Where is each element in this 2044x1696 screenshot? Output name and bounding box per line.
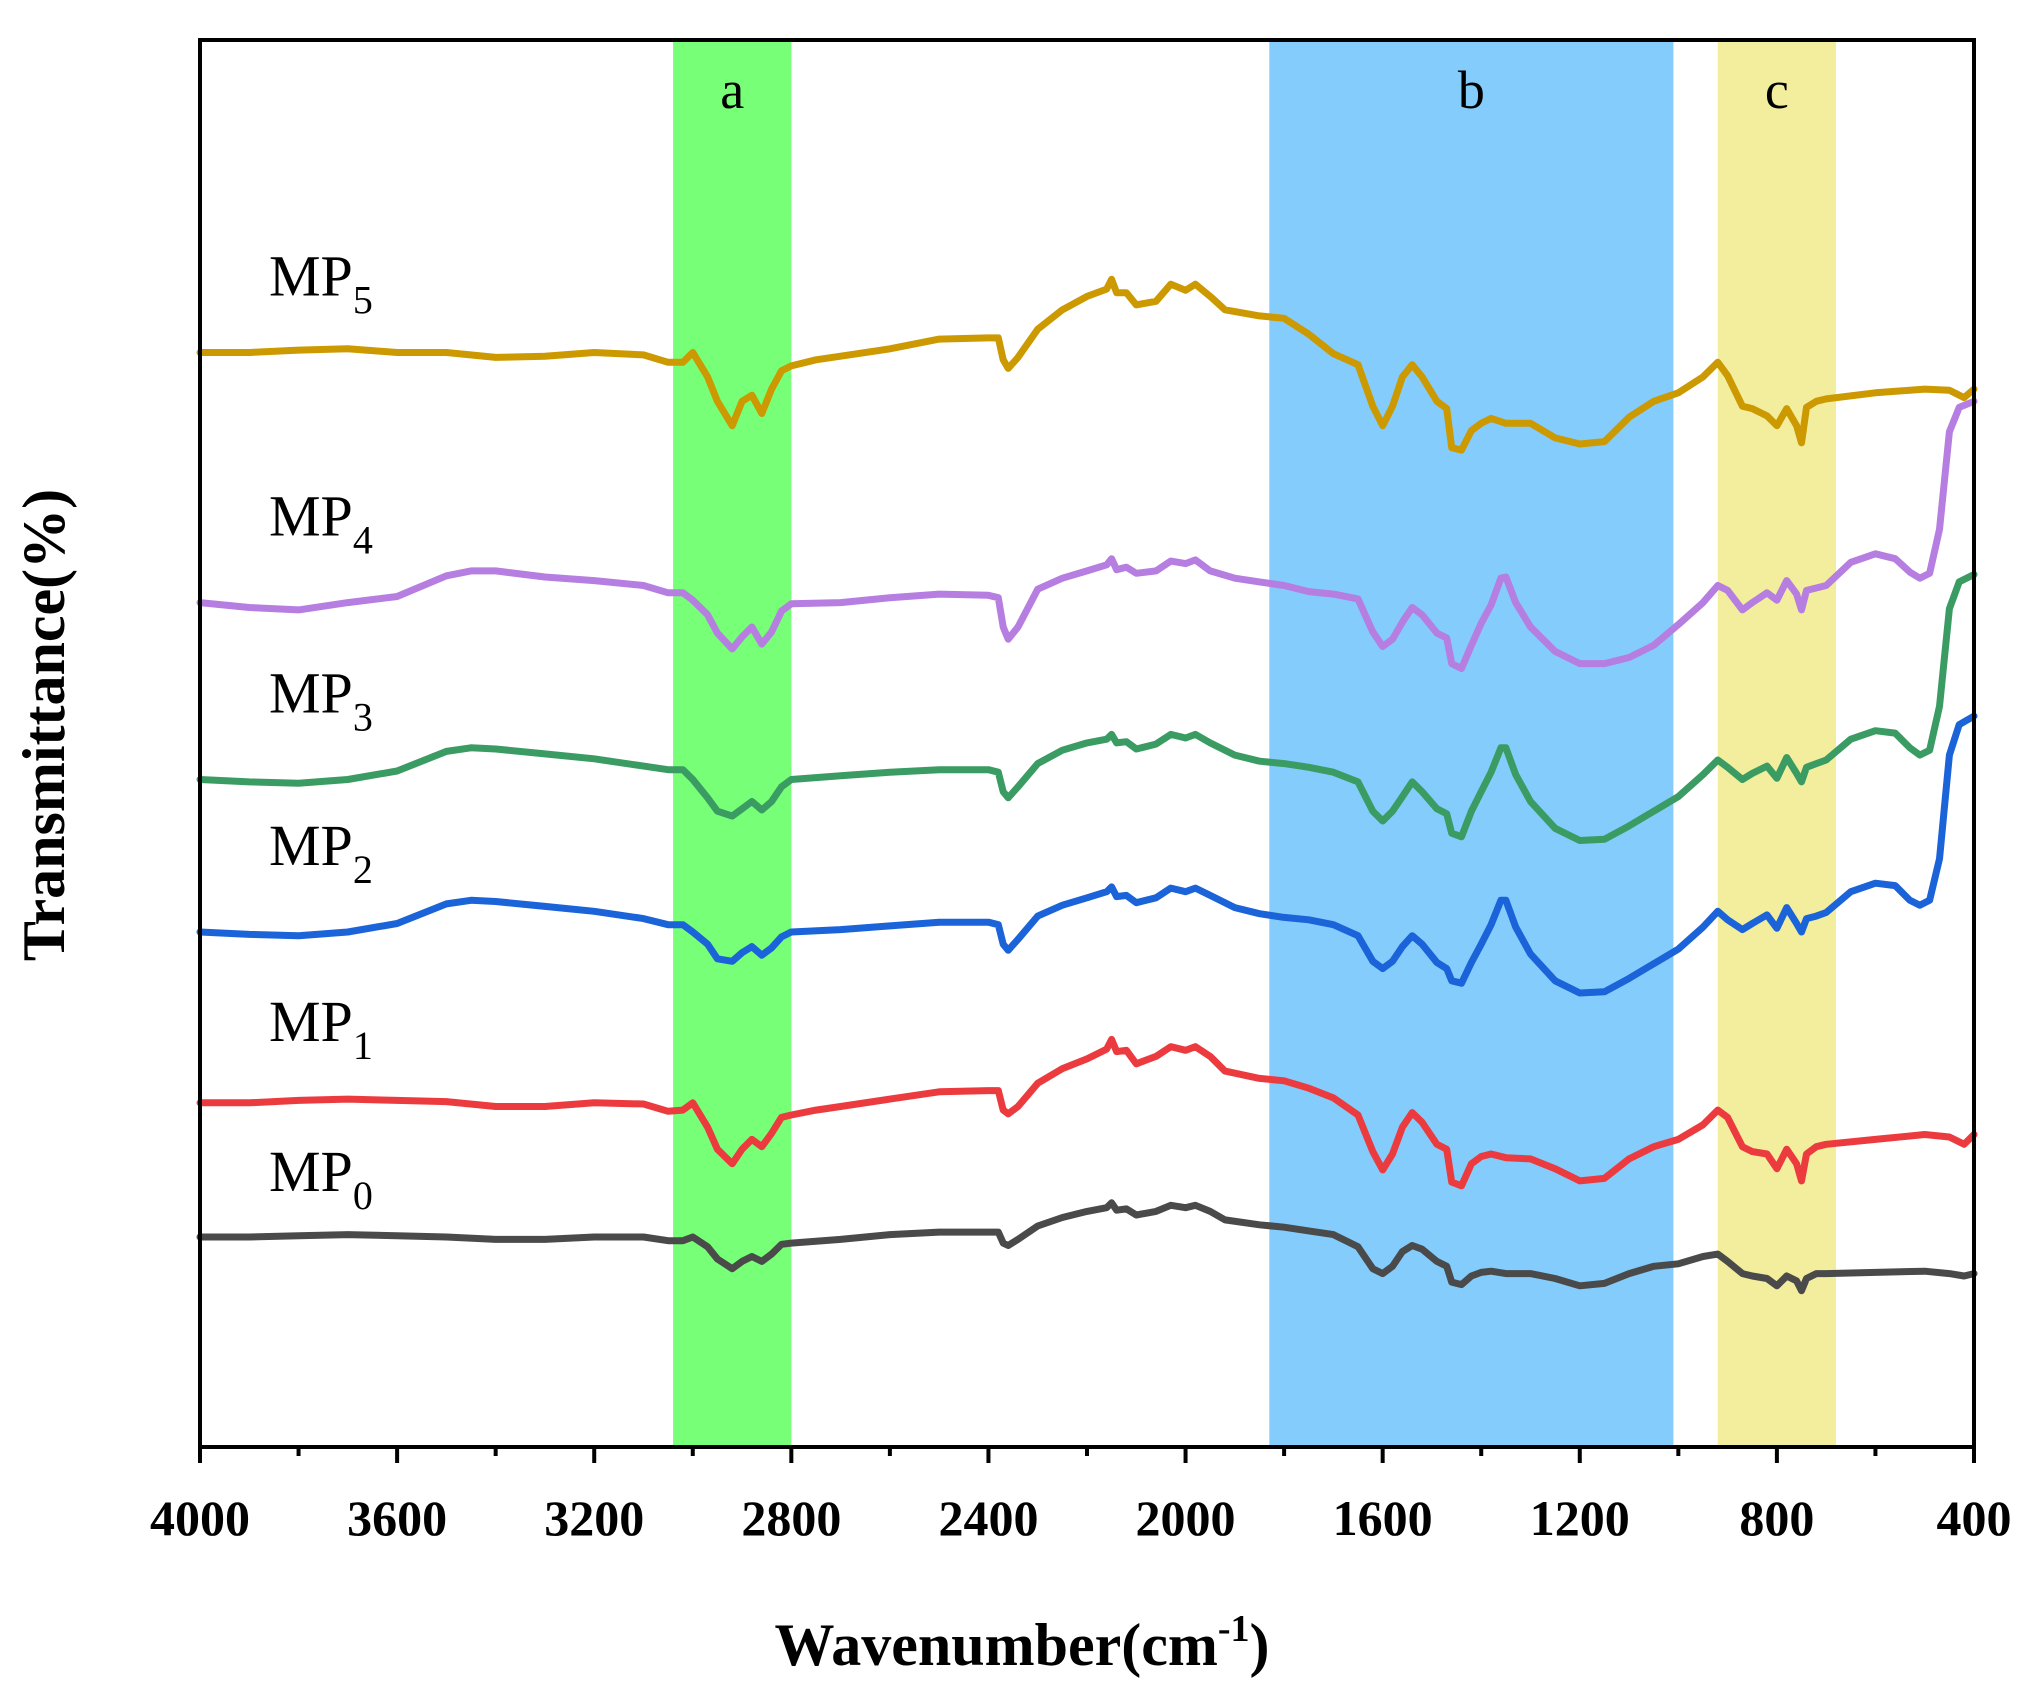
x-tick-label-800: 800	[1739, 1490, 1814, 1546]
series-label-mp2: MP2	[269, 813, 373, 892]
series-label-mp1: MP1	[269, 989, 373, 1068]
series-label-name: MP	[269, 813, 353, 878]
x-tick-label-3600: 3600	[347, 1490, 447, 1546]
series-label-subscript: 0	[353, 1173, 373, 1218]
series-line-mp5	[196, 275, 1978, 454]
series-line-mp4	[196, 397, 1978, 672]
series-lines	[196, 275, 1978, 1295]
series-label-subscript: 1	[353, 1023, 373, 1068]
series-label-mp5: MP5	[269, 244, 373, 323]
series-label-mp0: MP0	[269, 1139, 373, 1218]
x-axis-label: Wavenumber(cm-1)	[775, 1608, 1270, 1678]
series-line-mp1	[196, 1035, 1978, 1190]
x-axis-ticks	[198, 1447, 1976, 1463]
x-axis-label-main: Wavenumber(cm	[775, 1612, 1218, 1678]
series-label-name: MP	[269, 484, 353, 549]
band-b	[1269, 40, 1674, 1447]
band-labels: a b c	[720, 60, 1789, 120]
y-axis-label: Transmittance(%)	[11, 489, 77, 961]
x-axis-tick-labels: 4000 3600 3200 2800 2400 2000 1600 1200 800 400	[150, 1490, 2012, 1546]
x-tick-label-2000: 2000	[1136, 1490, 1236, 1546]
series-label-mp4: MP4	[269, 484, 373, 563]
series-label-mp3: MP3	[269, 661, 373, 740]
series-line-mp2	[196, 712, 1978, 997]
x-tick-label-1600: 1600	[1333, 1490, 1433, 1546]
series-line-mp3	[196, 571, 1978, 844]
series-line-mp0	[196, 1199, 1978, 1295]
series-label-subscript: 2	[353, 847, 373, 892]
x-axis-label-close: )	[1249, 1612, 1269, 1678]
x-tick-label-3200: 3200	[544, 1490, 644, 1546]
series-label-name: MP	[269, 661, 353, 726]
series-label-subscript: 5	[353, 278, 373, 323]
band-c	[1717, 40, 1837, 1447]
series-label-subscript: 4	[353, 518, 373, 563]
series-label-name: MP	[269, 989, 353, 1054]
band-label-a: a	[720, 60, 744, 120]
series-label-name: MP	[269, 244, 353, 309]
band-a	[673, 40, 792, 1447]
x-tick-label-2800: 2800	[741, 1490, 841, 1546]
x-tick-label-4000: 4000	[150, 1490, 250, 1546]
x-tick-label-400: 400	[1937, 1490, 2012, 1546]
x-tick-label-2400: 2400	[938, 1490, 1038, 1546]
x-axis-label-superscript: -1	[1218, 1608, 1250, 1650]
series-label-subscript: 3	[353, 695, 373, 740]
highlight-bands	[673, 40, 1837, 1447]
x-tick-label-1200: 1200	[1530, 1490, 1630, 1546]
band-label-c: c	[1765, 60, 1789, 120]
band-label-b: b	[1458, 60, 1485, 120]
series-label-name: MP	[269, 1139, 353, 1204]
